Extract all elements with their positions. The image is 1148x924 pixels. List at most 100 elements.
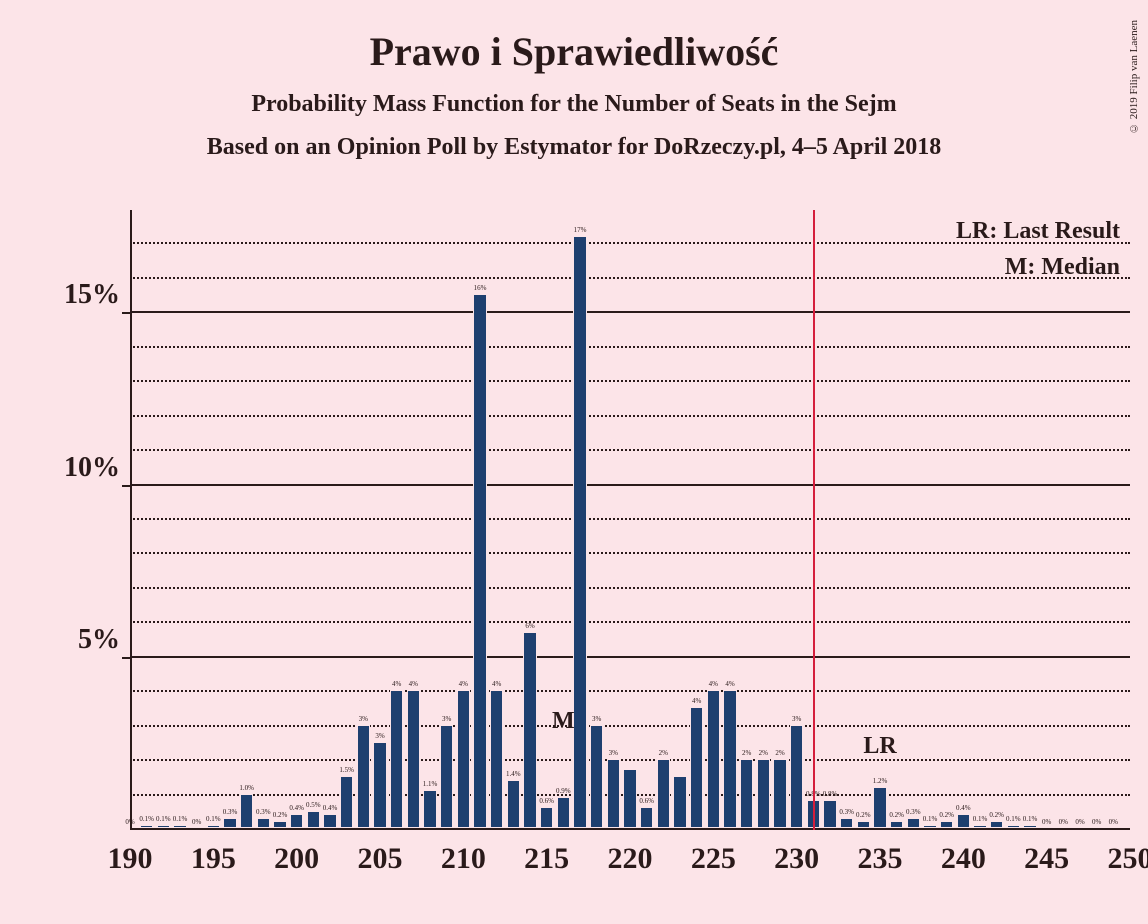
bar: [923, 825, 936, 828]
y-axis-label: 5%: [78, 624, 120, 656]
chart-subtitle-2: Based on an Opinion Poll by Estymator fo…: [0, 134, 1148, 161]
x-axis-label: 230: [774, 842, 819, 876]
bar-value-label: 4%: [725, 680, 734, 688]
bar-value-label: 0%: [192, 818, 201, 826]
bar-value-label: 0.2%: [273, 811, 288, 819]
bar-value-label: 2%: [742, 749, 751, 757]
grid-minor: [130, 759, 1130, 761]
grid-minor: [130, 690, 1130, 692]
x-axis-label: 205: [358, 842, 403, 876]
bar-value-label: 2%: [759, 749, 768, 757]
bar-value-label: 17%: [574, 226, 587, 234]
bar-value-label: 0.9%: [556, 787, 571, 795]
grid-major: [130, 484, 1130, 486]
bar-value-label: 0.1%: [173, 815, 188, 823]
bar-value-label: 4%: [692, 697, 701, 705]
grid-minor: [130, 552, 1130, 554]
bar: [407, 690, 420, 828]
bar: [440, 725, 453, 828]
x-axis-label: 220: [608, 842, 653, 876]
bar-value-label: 0.1%: [973, 815, 988, 823]
grid-minor: [130, 346, 1130, 348]
x-axis-label: 225: [691, 842, 736, 876]
grid-minor: [130, 587, 1130, 589]
x-axis-label: 200: [274, 842, 319, 876]
bar: [357, 725, 370, 828]
bar: [207, 825, 220, 828]
bar-value-label: 4%: [492, 680, 501, 688]
bar: [390, 690, 403, 828]
bar: [640, 807, 653, 828]
bar-value-label: 0.1%: [923, 815, 938, 823]
bar: [540, 807, 553, 828]
bar-value-label: 0.6%: [539, 797, 554, 805]
bar: [257, 818, 270, 828]
bar: [373, 742, 386, 828]
bar: [840, 818, 853, 828]
bar: [623, 769, 636, 828]
bar: [990, 821, 1003, 828]
bar-value-label: 0%: [1059, 818, 1068, 826]
x-axis-label: 210: [441, 842, 486, 876]
bar-value-label: 0.3%: [839, 808, 854, 816]
bar: [290, 814, 303, 828]
x-axis-label: 235: [858, 842, 903, 876]
lr-marker: LR: [863, 733, 896, 760]
bar-value-label: 4%: [459, 680, 468, 688]
y-axis: [130, 210, 132, 830]
bar: [423, 790, 436, 828]
bar: [607, 759, 620, 828]
bar: [307, 811, 320, 828]
bar: [907, 818, 920, 828]
bar: [790, 725, 803, 828]
grid-minor: [130, 277, 1130, 279]
y-axis-label: 10%: [64, 452, 120, 484]
bar: [723, 690, 736, 828]
grid-major: [130, 656, 1130, 658]
bar-value-label: 6%: [525, 622, 534, 630]
bar-value-label: 3%: [375, 732, 384, 740]
bar-value-label: 0.8%: [823, 790, 838, 798]
bar: [973, 825, 986, 828]
bar-value-label: 3%: [442, 715, 451, 723]
bar-value-label: 0%: [1042, 818, 1051, 826]
bar: [690, 707, 703, 828]
x-axis-label: 245: [1024, 842, 1069, 876]
bar-value-label: 0.5%: [306, 801, 321, 809]
x-axis-label: 250: [1108, 842, 1148, 876]
bar: [740, 759, 753, 828]
bar: [140, 825, 153, 828]
grid-minor: [130, 380, 1130, 382]
bar-value-label: 0.4%: [289, 804, 304, 812]
last-result-line: [813, 210, 815, 830]
chart-title: Prawo i Sprawiedliwość: [0, 0, 1148, 75]
chart-subtitle-1: Probability Mass Function for the Number…: [0, 91, 1148, 118]
bar-value-label: 0.1%: [139, 815, 154, 823]
x-axis-label: 215: [524, 842, 569, 876]
bar-value-label: 0.4%: [323, 804, 338, 812]
bar-value-label: 0.6%: [639, 797, 654, 805]
bar: [523, 632, 536, 828]
grid-major: [130, 311, 1130, 313]
bar-value-label: 0.1%: [1006, 815, 1021, 823]
bar-value-label: 4%: [709, 680, 718, 688]
bar: [173, 825, 186, 828]
bar: [157, 825, 170, 828]
bar-value-label: 0.2%: [856, 811, 871, 819]
bar-value-label: 16%: [474, 284, 487, 292]
bar-value-label: 0.1%: [156, 815, 171, 823]
bar: [940, 821, 953, 828]
chart-plot-area: 5%10%15%19019520020521021522022523023524…: [130, 210, 1130, 830]
y-axis-label: 15%: [64, 279, 120, 311]
grid-minor: [130, 415, 1130, 417]
x-axis-label: 195: [191, 842, 236, 876]
bar: [240, 794, 253, 828]
bar-value-label: 0%: [125, 818, 134, 826]
bar-value-label: 2%: [659, 749, 668, 757]
bar: [873, 787, 886, 828]
bar: [273, 821, 286, 828]
bar: [557, 797, 570, 828]
bar-value-label: 4%: [409, 680, 418, 688]
bar: [757, 759, 770, 828]
bar-value-label: 1.4%: [506, 770, 521, 778]
